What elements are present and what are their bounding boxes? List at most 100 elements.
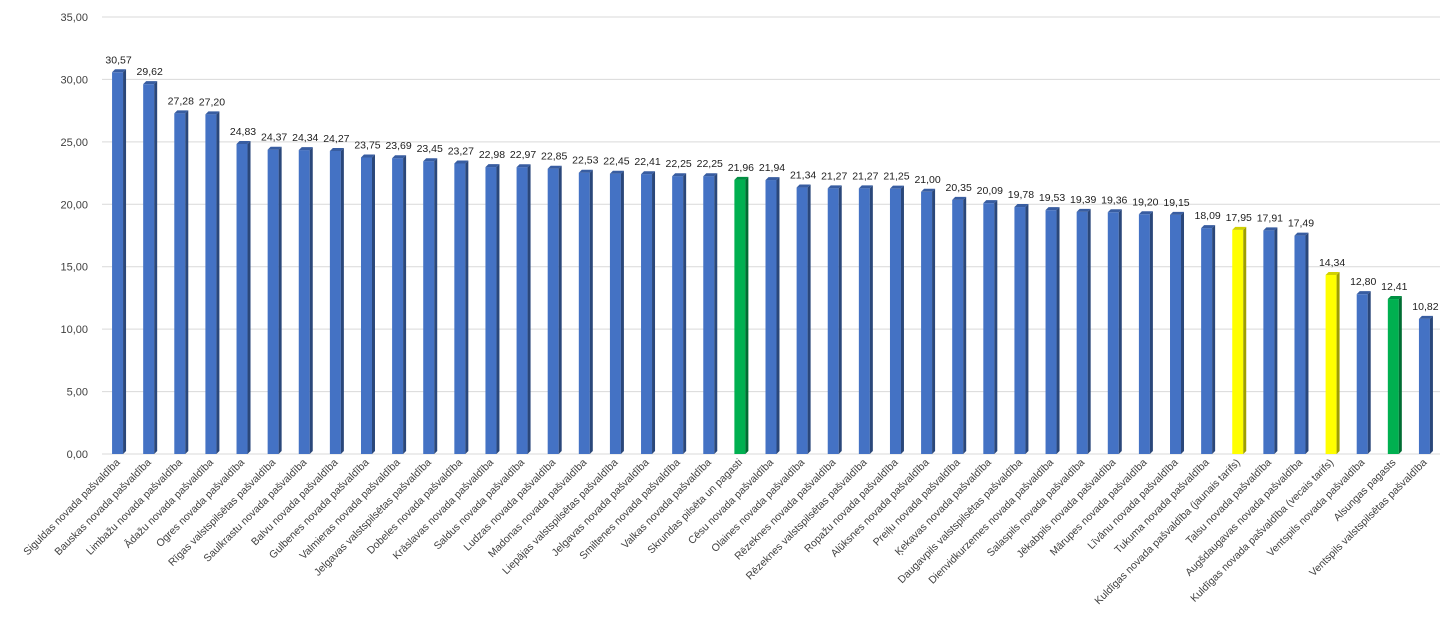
bars bbox=[112, 69, 1433, 455]
bar-top bbox=[672, 173, 687, 177]
data-label: 30,57 bbox=[105, 54, 131, 66]
bar-side bbox=[1181, 211, 1185, 454]
bar-side bbox=[154, 81, 158, 454]
bar-top bbox=[1263, 227, 1278, 231]
data-label: 12,80 bbox=[1350, 276, 1376, 288]
data-label: 22,97 bbox=[510, 149, 536, 161]
data-label: 21,34 bbox=[790, 170, 816, 182]
bar-front bbox=[672, 176, 684, 454]
bar-top bbox=[641, 171, 656, 175]
data-label: 22,85 bbox=[541, 151, 567, 163]
bar-front bbox=[1014, 207, 1026, 454]
bar bbox=[360, 154, 375, 454]
bar-side bbox=[869, 185, 873, 454]
y-tick-label: 5,00 bbox=[67, 387, 88, 399]
data-label: 27,20 bbox=[199, 96, 225, 108]
bar-front bbox=[703, 176, 715, 454]
bar bbox=[1387, 296, 1402, 454]
bar-side bbox=[683, 173, 687, 454]
bar-front bbox=[858, 188, 870, 454]
bar-top bbox=[1201, 225, 1216, 229]
bar-side bbox=[1025, 204, 1029, 454]
bar-front bbox=[1325, 274, 1337, 454]
bar bbox=[143, 81, 158, 454]
bar-top bbox=[392, 155, 407, 159]
data-label: 22,45 bbox=[603, 156, 629, 168]
bar bbox=[952, 196, 967, 454]
bar-top bbox=[1076, 208, 1091, 212]
y-tick-label: 25,00 bbox=[60, 137, 88, 149]
bar-front bbox=[1263, 230, 1275, 454]
bar-front bbox=[423, 161, 435, 454]
y-axis: 0,00 5,00 10,00 15,00 20,00 25,00 30,00 35,00 bbox=[60, 12, 88, 461]
bar-side bbox=[247, 140, 251, 454]
bar bbox=[454, 160, 469, 454]
bar-top bbox=[609, 170, 624, 174]
bar-top bbox=[703, 173, 718, 177]
bar bbox=[392, 155, 407, 454]
data-label: 24,37 bbox=[261, 132, 287, 144]
bar-top bbox=[267, 146, 282, 150]
bar-front bbox=[485, 167, 497, 454]
bar-top bbox=[1014, 204, 1029, 208]
data-label: 19,36 bbox=[1101, 194, 1127, 206]
bar-top bbox=[889, 185, 904, 189]
bar-front bbox=[1107, 212, 1119, 454]
bar-top bbox=[360, 154, 375, 158]
bar bbox=[205, 111, 220, 454]
bar-side bbox=[216, 111, 220, 454]
data-label: 21,94 bbox=[759, 162, 785, 174]
data-label: 21,27 bbox=[821, 170, 847, 182]
bar-side bbox=[371, 154, 375, 454]
bar bbox=[672, 173, 687, 454]
data-label: 27,28 bbox=[168, 95, 194, 107]
data-label: 19,78 bbox=[1008, 189, 1034, 201]
bar-side bbox=[496, 164, 500, 454]
bar-side bbox=[1087, 208, 1091, 454]
bar-top bbox=[205, 111, 220, 115]
bar-front bbox=[236, 143, 248, 454]
data-label: 17,95 bbox=[1226, 212, 1252, 224]
bar-top bbox=[1107, 209, 1122, 213]
bar-front bbox=[889, 188, 901, 454]
bar-side bbox=[776, 177, 780, 455]
bar-side bbox=[1056, 207, 1060, 454]
bar bbox=[765, 177, 780, 455]
bar bbox=[1325, 271, 1340, 454]
bar bbox=[516, 164, 531, 455]
data-label: 21,25 bbox=[883, 171, 909, 183]
data-label: 23,75 bbox=[354, 139, 380, 151]
bar-top bbox=[765, 177, 780, 181]
y-tick-label: 0,00 bbox=[67, 449, 88, 461]
data-label: 21,96 bbox=[728, 162, 754, 174]
bar-side bbox=[714, 173, 718, 454]
bar-front bbox=[1232, 229, 1244, 454]
bar-front bbox=[1356, 294, 1368, 454]
bar-side bbox=[1429, 315, 1433, 454]
bar-top bbox=[236, 140, 251, 144]
bar-side bbox=[434, 158, 438, 454]
bar-front bbox=[1045, 210, 1057, 454]
bar-front bbox=[454, 163, 466, 454]
bar bbox=[858, 185, 873, 454]
data-label: 19,53 bbox=[1039, 192, 1065, 204]
bar-side bbox=[807, 184, 811, 454]
bar-top bbox=[329, 147, 344, 151]
data-label: 22,41 bbox=[634, 156, 660, 168]
data-label: 23,27 bbox=[448, 145, 474, 157]
bar-top bbox=[1387, 296, 1402, 300]
bar-top bbox=[1045, 207, 1060, 211]
bar-top bbox=[921, 188, 936, 192]
bar-top bbox=[174, 110, 189, 114]
bar-side bbox=[589, 169, 593, 455]
data-label: 19,20 bbox=[1132, 196, 1158, 208]
bar-front bbox=[765, 180, 777, 455]
data-label: 22,25 bbox=[666, 158, 692, 170]
data-label: 20,09 bbox=[977, 185, 1003, 197]
bar-top bbox=[858, 185, 873, 189]
bar-top bbox=[1325, 271, 1340, 275]
data-label: 29,62 bbox=[137, 66, 163, 78]
bar-front bbox=[1201, 228, 1213, 454]
bar-front bbox=[578, 172, 590, 455]
data-label: 18,09 bbox=[1194, 210, 1220, 222]
